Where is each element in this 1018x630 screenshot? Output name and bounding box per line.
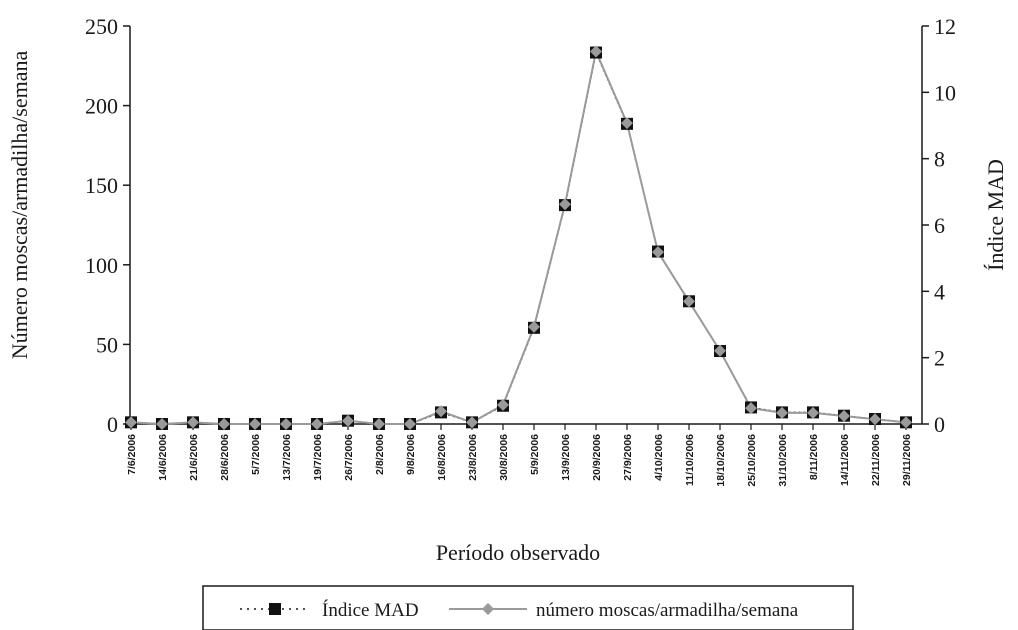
- point-numero-moscas: [621, 117, 633, 130]
- x-tick-label: 11/10/2006: [684, 434, 696, 486]
- point-numero-moscas: [838, 410, 850, 423]
- point-numero-moscas: [373, 418, 385, 430]
- point-numero-moscas: [466, 416, 478, 429]
- legend-symbols: [240, 603, 527, 615]
- point-numero-moscas: [218, 418, 230, 430]
- x-tick-label: 30/8/2006: [498, 434, 510, 481]
- x-tick-label: 18/10/2006: [715, 434, 727, 487]
- x-tick-label: 21/6/2006: [188, 434, 200, 481]
- legend-label-moscas: número moscas/armadilha/semana: [536, 600, 799, 621]
- point-numero-moscas: [187, 416, 199, 429]
- point-numero-moscas: [559, 198, 571, 211]
- series-layer: [125, 45, 912, 430]
- point-numero-moscas: [311, 418, 323, 430]
- series-line-numero-moscas: [130, 48, 907, 426]
- x-tick-label: 14/11/2006: [839, 434, 851, 486]
- x-tick-label: 25/10/2006: [746, 434, 758, 487]
- x-tick-label: 27/9/2006: [622, 434, 634, 481]
- y-left-tick-label: 150: [85, 173, 118, 198]
- point-numero-moscas: [900, 416, 912, 429]
- x-tick-label: 13/9/2006: [560, 434, 572, 481]
- y-right-tick-label: 0: [934, 412, 945, 437]
- x-tick-label: 22/11/2006: [870, 434, 882, 486]
- x-tick-label: 8/11/2006: [808, 434, 820, 480]
- point-numero-moscas: [156, 418, 168, 430]
- x-tick-label: 19/7/2006: [312, 434, 324, 481]
- axes: [129, 26, 923, 425]
- point-numero-moscas: [497, 398, 509, 411]
- point-numero-moscas: [869, 413, 881, 426]
- y-left-tick-label: 250: [85, 14, 118, 39]
- y-left-tick-label: 0: [107, 412, 118, 437]
- point-numero-moscas: [435, 405, 447, 418]
- legend-label-mad: Índice MAD: [322, 599, 419, 621]
- point-numero-moscas: [125, 416, 137, 429]
- legend-marker-numero-moscas: [482, 603, 494, 615]
- x-tick-label: 9/8/2006: [405, 434, 417, 475]
- y-left-tick-label: 50: [96, 332, 118, 357]
- point-numero-moscas: [776, 406, 788, 419]
- legend-marker-indice-mad: [269, 603, 281, 615]
- y-right-tick-label: 6: [934, 213, 945, 238]
- x-tick-label: 7/6/2006: [126, 434, 138, 475]
- y-right-tick-label: 4: [934, 279, 945, 304]
- point-numero-moscas: [652, 246, 664, 259]
- x-tick-label: 4/10/2006: [653, 434, 665, 481]
- point-numero-moscas: [342, 414, 354, 427]
- x-tick-label: 14/6/2006: [157, 434, 169, 481]
- x-tick-label: 31/10/2006: [777, 434, 789, 487]
- x-ticks: 7/6/2006 14/6/2006 21/6/2006 28/6/2006 5/7/2…: [126, 424, 913, 487]
- y-left-tick-label: 100: [85, 253, 118, 278]
- x-tick-label: 28/6/2006: [219, 434, 231, 481]
- point-numero-moscas: [807, 406, 819, 419]
- point-numero-moscas: [683, 295, 695, 308]
- y-right-tick-label: 2: [934, 346, 945, 371]
- x-tick-label: 29/11/2006: [901, 434, 913, 486]
- point-numero-moscas: [528, 320, 540, 333]
- x-axis-title: Período observado: [436, 540, 600, 565]
- legend-box: [202, 585, 854, 630]
- legend: Índice MAD número moscas/armadilha/seman…: [202, 585, 854, 630]
- point-numero-moscas: [714, 344, 726, 357]
- y-right-tick-label: 12: [934, 14, 956, 39]
- point-numero-moscas: [745, 402, 757, 415]
- y-right-axis-title: Índice MAD: [983, 159, 1008, 271]
- point-numero-moscas: [590, 45, 602, 58]
- x-tick-label: 16/8/2006: [436, 434, 448, 481]
- point-numero-moscas: [249, 418, 261, 430]
- x-tick-label: 5/7/2006: [250, 434, 262, 475]
- y-left-tick-label: 200: [85, 94, 118, 119]
- y-right-tick-label: 8: [934, 147, 945, 172]
- y-left-ticks: 0 50 100 150 200 250: [85, 14, 130, 437]
- x-tick-label: 20/9/2006: [591, 434, 603, 481]
- x-tick-label: 26/7/2006: [343, 434, 355, 481]
- y-right-ticks: 0 2 4 6 8 10 12: [922, 14, 956, 437]
- x-tick-label: 2/8/2006: [374, 434, 386, 475]
- x-tick-label: 13/7/2006: [281, 434, 293, 481]
- y-left-axis-title: Número moscas/armadilha/semana: [7, 51, 32, 360]
- point-numero-moscas: [280, 418, 292, 430]
- y-right-tick-label: 10: [934, 80, 956, 105]
- x-tick-label: 23/8/2006: [467, 434, 479, 481]
- x-tick-label: 5/9/2006: [529, 434, 541, 475]
- point-numero-moscas: [404, 418, 416, 430]
